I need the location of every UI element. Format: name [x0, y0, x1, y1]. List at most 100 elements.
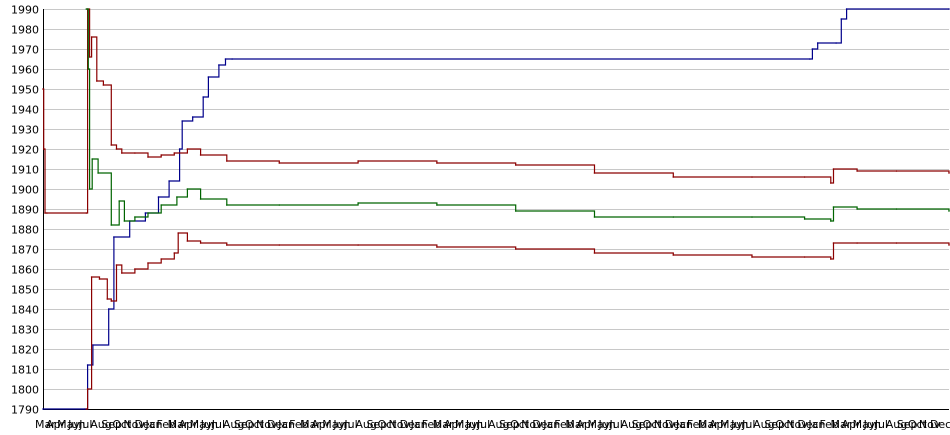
x-tick-label: Aug: [621, 418, 642, 431]
data-point: [751, 256, 753, 258]
y-tick-label: 1870: [11, 244, 39, 257]
x-tick-label: Feb: [554, 418, 573, 431]
data-point: [42, 88, 44, 90]
x-tick-label: Dec: [930, 418, 950, 431]
y-tick-labels: 1790 1800 1810 1820 1830 1840 1850 1860 1870 1880…: [11, 4, 39, 417]
y-tick-label: 1820: [11, 344, 39, 357]
x-tick-label: Jul: [78, 418, 92, 431]
data-point: [87, 68, 90, 70]
x-tick-label: Sep: [897, 418, 918, 431]
x-tick-label: Jan: [807, 418, 825, 431]
data-point: [436, 204, 438, 206]
x-tick-label: Dec: [532, 418, 553, 431]
x-tick-label: May: [853, 418, 876, 431]
data-point: [85, 8, 88, 10]
x-tick-label: Dec: [134, 418, 155, 431]
data-point: [278, 162, 281, 164]
data-point: [751, 176, 753, 178]
data-point: [121, 152, 123, 154]
x-tick-label: Mar: [698, 418, 719, 431]
data-point: [514, 210, 517, 212]
data-point: [593, 172, 596, 174]
y-tick-label: 1950: [11, 84, 39, 97]
x-tick-label: Mar: [35, 418, 56, 431]
x-tick-label: Feb: [289, 418, 308, 431]
data-point: [672, 254, 675, 256]
x-tick-label: Nov: [123, 418, 145, 431]
data-point: [840, 18, 843, 20]
x-tick-label: Apr: [842, 418, 862, 431]
data-point: [856, 170, 858, 172]
data-point: [110, 224, 113, 226]
data-point: [46, 212, 48, 214]
data-point: [91, 158, 93, 160]
data-point: [85, 408, 88, 410]
y-tick-label: 1840: [11, 304, 39, 317]
data-point: [160, 154, 162, 156]
x-tick-label: Nov: [919, 418, 941, 431]
x-tick-label: Jul: [343, 418, 357, 431]
data-point: [147, 212, 149, 214]
data-point: [106, 298, 109, 300]
x-tick-label: Jan: [144, 418, 162, 431]
data-point: [115, 148, 118, 150]
data-point: [168, 180, 170, 182]
data-point: [436, 246, 438, 248]
data-point: [514, 164, 517, 166]
y-tick-label: 1940: [11, 104, 39, 117]
data-point: [199, 242, 202, 244]
data-point: [751, 216, 753, 218]
x-tick-label: Jun: [863, 418, 881, 431]
data-point: [173, 252, 176, 254]
data-point: [803, 176, 806, 178]
x-tick-label: Feb: [687, 418, 706, 431]
data-point: [134, 268, 136, 270]
data-point: [110, 144, 113, 146]
axes: [43, 9, 949, 410]
data-point: [191, 116, 194, 118]
data-point: [86, 388, 89, 390]
y-tick-label: 1960: [11, 64, 39, 77]
series-line-3: [86, 8, 950, 226]
x-tick-label: Oct: [908, 418, 928, 431]
data-point: [176, 196, 178, 198]
data-point: [948, 210, 950, 212]
y-tick-label: 1800: [11, 384, 39, 397]
data-point: [92, 344, 94, 346]
x-tick-label: Sep: [101, 418, 122, 431]
x-tick-label: Jul: [609, 418, 623, 431]
x-tick-label: Sep: [234, 418, 255, 431]
x-tick-label: Apr: [179, 418, 199, 431]
data-point: [207, 76, 210, 78]
data-point: [202, 96, 204, 98]
y-tick-label: 1900: [11, 184, 39, 197]
data-point: [226, 160, 228, 162]
x-tick-label: Jul: [874, 418, 888, 431]
data-point: [42, 148, 45, 150]
data-point: [357, 160, 359, 162]
data-point: [226, 244, 228, 246]
data-point: [803, 256, 806, 258]
x-tick-label: Mar: [831, 418, 852, 431]
x-tick-label: Sep: [499, 418, 520, 431]
data-point: [88, 56, 91, 58]
x-tick-label: Jan: [542, 418, 560, 431]
x-tick-label: Jul: [211, 418, 225, 431]
x-tick-label: Aug: [488, 418, 509, 431]
x-tick-label: Nov: [654, 418, 676, 431]
x-tick-label: Oct: [112, 418, 132, 431]
y-tick-label: 1880: [11, 224, 39, 237]
x-tick-label: Feb: [819, 418, 838, 431]
x-tick-label: Sep: [764, 418, 785, 431]
x-tick-label: Oct: [245, 418, 265, 431]
data-point: [809, 58, 811, 60]
data-point: [84, 408, 86, 410]
data-point: [593, 216, 596, 218]
data-point: [436, 162, 438, 164]
data-point: [231, 58, 233, 60]
data-point: [121, 272, 123, 274]
x-tick-label: Jun: [597, 418, 615, 431]
x-tick-label: Jan: [675, 418, 693, 431]
x-tick-labels: MarAprMayJunJulAugSepOctNovDecJanFebMarA…: [35, 418, 950, 431]
x-tick-label: Aug: [886, 418, 907, 431]
